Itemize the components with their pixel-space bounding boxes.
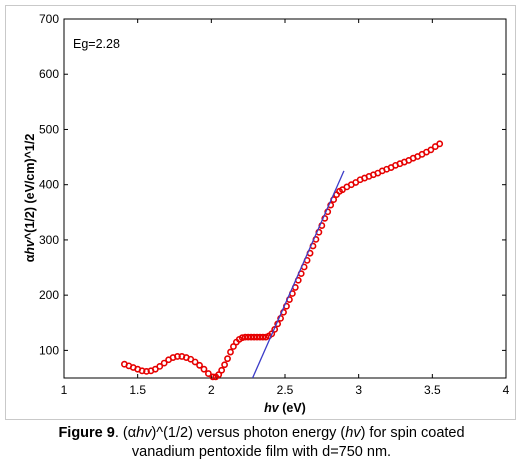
caption-italic-1: hv [136,425,152,441]
x-tick-label: 1.5 [129,383,146,397]
data-point [259,333,267,341]
x-axis-label: hv (eV) [264,401,306,415]
x-ticks: 1 1.5 2 2.5 3 3.5 4 [61,19,510,397]
data-point [218,366,226,374]
data-point [230,343,237,350]
x-tick-label: 2.5 [277,383,294,397]
caption-figure-label: Figure 9 [58,425,115,441]
data-point [427,146,435,154]
y-ticks: 100 200 300 400 500 600 700 [39,12,506,357]
data-points-series [121,140,444,381]
data-point [436,140,444,148]
data-point [204,370,212,377]
x-tick-label: 4 [503,383,510,397]
x-tick-label: 2 [208,383,215,397]
data-point [196,361,203,369]
data-point [209,373,217,381]
y-tick-label: 100 [39,343,59,357]
y-axis-label-rest: ^(1/2) (eV/cm)^1/2 [23,134,37,240]
data-point [156,363,164,370]
y-axis-label-italic: hv [23,239,37,255]
plot-area [63,18,507,379]
data-point [221,361,228,369]
figure-caption: Figure 9. (αhv)^(1/2) versus photon ener… [0,424,523,462]
y-tick-label: 600 [39,67,59,81]
data-point [224,355,231,363]
caption-text-1: . (α [114,425,137,441]
y-tick-label: 400 [39,178,59,192]
chart: 1 1.5 2 2.5 3 3.5 4 100 200 300 400 500 600 700 Eg=2… [23,12,510,415]
annotation-eg: Eg=2.28 [73,37,120,51]
x-axis-label-italic: hv [264,401,280,415]
data-point [215,371,223,379]
data-point [191,358,199,366]
y-tick-label: 300 [39,233,59,247]
y-axis-label: αhv^(1/2) (eV/cm)^1/2 [23,134,37,263]
x-tick-label: 1 [61,383,68,397]
tangent-fit-line [251,170,345,379]
caption-text-3: ) for spin coated [360,425,465,441]
y-tick-label: 200 [39,288,59,302]
data-point [268,330,276,338]
data-point [200,365,208,373]
caption-line-1: Figure 9. (αhv)^(1/2) versus photon ener… [0,424,523,443]
x-tick-label: 3.5 [424,383,441,397]
y-tick-label: 700 [39,12,59,26]
y-tick-label: 500 [39,122,59,136]
data-point [160,359,168,367]
y-axis-label-prefix: α [23,254,37,262]
x-tick-label: 3 [355,383,362,397]
caption-italic-2: hv [345,425,361,441]
caption-line-2: vanadium pentoxide film with d=750 nm. [131,444,392,460]
caption-text-2: )^(1/2) versus photon energy ( [151,425,346,441]
x-axis-label-unit: (eV) [279,401,306,415]
series-layer [121,140,444,381]
data-point [227,348,234,356]
